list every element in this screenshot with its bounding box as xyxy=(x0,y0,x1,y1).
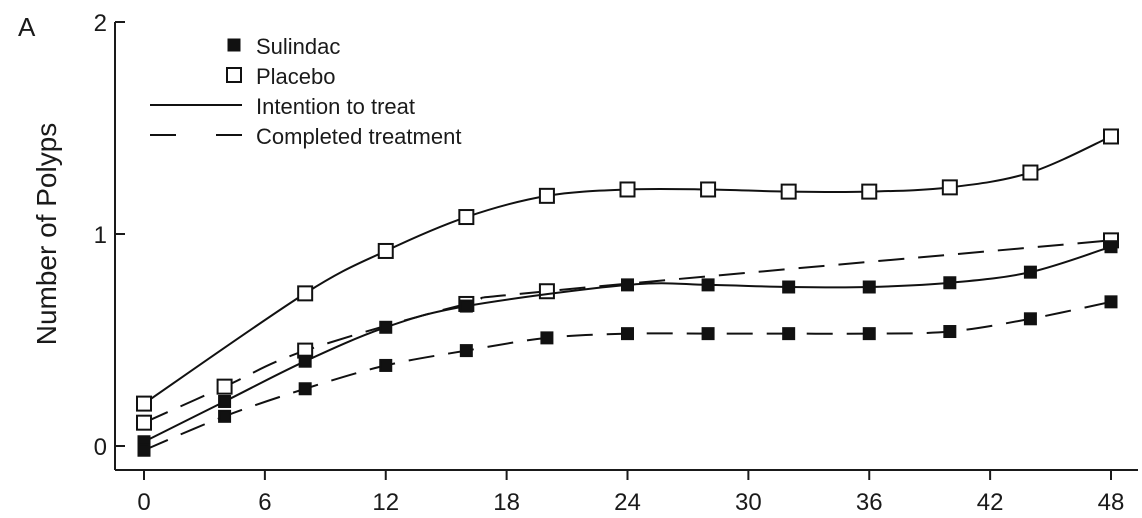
x-tick-label: 0 xyxy=(137,489,150,516)
data-point xyxy=(459,344,473,358)
legend-item: Intention to treat xyxy=(150,94,415,119)
legend-marker xyxy=(227,38,241,52)
data-point xyxy=(298,382,312,396)
data-point xyxy=(1103,128,1119,145)
series-line xyxy=(143,300,1112,452)
data-point xyxy=(621,278,634,292)
data-point xyxy=(621,327,634,341)
data-point xyxy=(700,181,717,198)
x-tick-label: 18 xyxy=(493,489,520,516)
series-layer xyxy=(136,128,1119,457)
x-tick-label: 42 xyxy=(977,489,1004,516)
data-point xyxy=(1023,312,1037,326)
data-point xyxy=(1104,295,1118,309)
data-point xyxy=(218,409,232,423)
legend: Sulindac Placebo Intention to treat Complet… xyxy=(150,34,461,149)
data-point xyxy=(941,179,958,196)
data-point xyxy=(861,183,878,200)
data-point xyxy=(216,378,233,395)
data-point xyxy=(297,285,314,302)
data-point xyxy=(701,278,715,292)
data-point xyxy=(1104,240,1118,254)
y-tick-label: 0 xyxy=(94,434,107,461)
data-point xyxy=(943,325,957,339)
y-tick-label: 1 xyxy=(94,222,107,249)
legend-item: Completed treatment xyxy=(150,124,461,149)
data-point xyxy=(943,276,957,290)
data-point xyxy=(782,327,796,341)
panel-label: A xyxy=(18,12,36,42)
y-axis-label: Number of Polyps xyxy=(31,123,62,346)
legend-item: Sulindac xyxy=(227,34,340,59)
data-point xyxy=(1022,164,1039,181)
x-tick-label: 36 xyxy=(856,489,883,516)
data-point xyxy=(136,395,152,412)
legend-item: Placebo xyxy=(226,64,336,89)
data-point xyxy=(780,183,797,200)
x-tick-label: 12 xyxy=(372,489,399,516)
data-point xyxy=(379,320,393,334)
x-tick-label: 6 xyxy=(258,489,271,516)
legend-marker xyxy=(226,67,242,83)
series-line xyxy=(143,135,1112,405)
series-0 xyxy=(136,128,1119,412)
legend-label: Sulindac xyxy=(256,34,340,59)
series-line xyxy=(143,245,1112,443)
x-tick-label: 48 xyxy=(1098,489,1125,516)
data-point xyxy=(137,443,151,457)
series-2 xyxy=(137,240,1118,449)
data-point xyxy=(538,283,555,300)
data-point xyxy=(862,327,876,341)
data-point xyxy=(1023,265,1037,279)
legend-label: Completed treatment xyxy=(256,124,461,149)
data-point xyxy=(782,280,796,294)
data-point xyxy=(538,187,555,204)
data-point xyxy=(540,331,554,345)
data-point xyxy=(298,354,312,368)
data-point xyxy=(619,181,636,198)
data-point xyxy=(459,299,473,313)
data-point xyxy=(701,327,715,341)
data-point xyxy=(377,242,394,259)
legend-label: Placebo xyxy=(256,64,336,89)
y-tick-label: 2 xyxy=(94,10,107,37)
data-point xyxy=(379,358,393,372)
data-point xyxy=(218,394,232,408)
x-tick-label: 24 xyxy=(614,489,641,516)
legend-label: Intention to treat xyxy=(256,94,415,119)
series-3 xyxy=(137,295,1118,457)
x-tick-label: 30 xyxy=(735,489,762,516)
data-point xyxy=(862,280,876,294)
data-point xyxy=(458,209,475,226)
data-point xyxy=(136,414,152,431)
